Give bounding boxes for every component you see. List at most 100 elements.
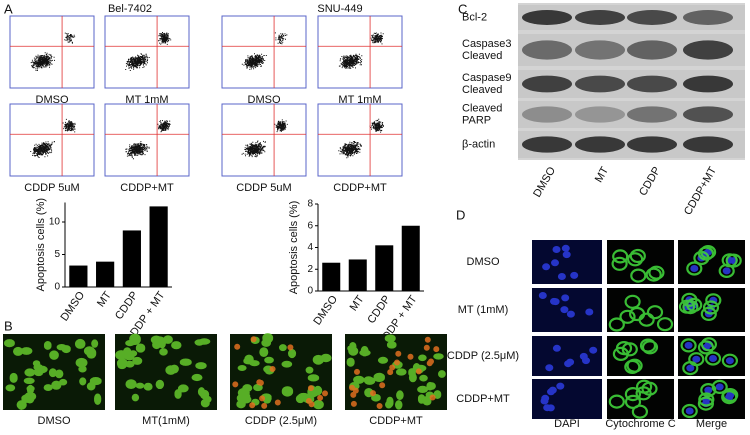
image-label: CDDP+MT xyxy=(369,415,423,427)
flow-plot-frame xyxy=(317,15,403,89)
y-tick-label: 0 xyxy=(307,286,313,297)
cell-nuclei xyxy=(4,338,102,411)
blot-band xyxy=(627,75,677,93)
cytochrome-signal xyxy=(678,292,722,321)
blot-band xyxy=(683,106,733,123)
y-tick-label: 10 xyxy=(49,217,61,228)
blot-band xyxy=(683,10,733,25)
cell-nuclei xyxy=(115,333,212,408)
bar xyxy=(348,259,367,291)
bar xyxy=(149,206,168,287)
y-tick-label: 2 xyxy=(307,264,313,275)
row-label: CDDP+MT xyxy=(456,393,510,405)
panel-letter: D xyxy=(456,207,465,222)
plot-label: MT 1mM xyxy=(338,94,381,106)
column-label: Merge xyxy=(696,418,727,430)
flow-dots xyxy=(338,118,384,159)
plot-label: DMSO xyxy=(248,94,281,106)
panel-letter: C xyxy=(458,1,467,16)
plot-label: CDDP+MT xyxy=(120,182,174,194)
y-axis-label: Apoptosis cells (%) xyxy=(288,201,300,295)
column-label: Cytochrome C xyxy=(605,418,675,430)
blot-band xyxy=(627,136,677,153)
plot-label: CDDP 5uM xyxy=(236,182,291,194)
bar xyxy=(69,265,88,287)
plot-label: MT 1mM xyxy=(125,94,168,106)
flow-plot-frame xyxy=(9,15,95,89)
x-tick-label: MT xyxy=(348,293,367,313)
lane-label: CDDP+MT xyxy=(682,165,719,218)
flow-dots xyxy=(30,32,76,71)
flow-dots xyxy=(338,32,384,69)
protein-label: Bcl-2 xyxy=(462,11,487,23)
y-axis-label: Apoptosis cells (%) xyxy=(35,198,47,292)
bar xyxy=(122,230,141,287)
flow-plot-frame xyxy=(221,103,307,177)
cytochrome-signal xyxy=(686,245,742,278)
blot-band xyxy=(522,40,572,60)
y-tick-label: 6 xyxy=(307,220,313,231)
flow-dots xyxy=(125,32,172,71)
cytochrome-signal xyxy=(608,294,674,332)
panel-letter: B xyxy=(4,318,13,333)
cytochrome-signal xyxy=(680,337,739,376)
blot-band xyxy=(522,10,572,25)
cell-line-label: Bel-7402 xyxy=(108,3,152,15)
image-label: DMSO xyxy=(38,415,71,427)
protein-label: Caspase9 Cleaved xyxy=(462,72,512,96)
x-tick-label: DMSO xyxy=(311,293,340,327)
flow-dots xyxy=(125,120,171,160)
cell-line-label: SNU-449 xyxy=(317,3,362,15)
blot-band xyxy=(522,75,572,93)
flow-dots xyxy=(241,119,288,158)
y-tick-label: 8 xyxy=(307,199,313,210)
blot-band xyxy=(575,75,625,93)
cytochrome-signal xyxy=(608,379,658,419)
x-tick-label: MT xyxy=(95,289,114,309)
image-label: CDDP (2.5μM) xyxy=(245,415,317,427)
cytochrome-signal xyxy=(611,248,665,283)
protein-label: β-actin xyxy=(462,138,495,150)
y-tick-label: 4 xyxy=(307,242,313,253)
x-tick-label: CDDP xyxy=(113,290,141,322)
cytochrome-signal xyxy=(612,338,659,374)
flow-plot-frame xyxy=(221,15,307,89)
blot-band xyxy=(627,40,677,60)
if-image xyxy=(532,336,602,376)
bar xyxy=(322,262,341,291)
dapi-nuclei xyxy=(538,292,594,318)
blot-band xyxy=(575,10,625,25)
flow-dots xyxy=(30,118,76,158)
column-label: DAPI xyxy=(554,418,580,430)
blot-band xyxy=(683,136,733,153)
dapi-nuclei xyxy=(684,340,734,372)
apoptotic-cells xyxy=(349,336,440,410)
lane-label: DMSO xyxy=(531,165,558,200)
image-label: MT(1mM) xyxy=(142,415,190,427)
row-label: DMSO xyxy=(467,256,500,268)
bar xyxy=(375,245,394,291)
plot-label: DMSO xyxy=(36,94,69,106)
cytochrome-signal xyxy=(681,379,739,419)
protein-label: Caspase3 Cleaved xyxy=(462,38,512,62)
flow-dots xyxy=(241,32,288,70)
dapi-nuclei xyxy=(542,244,579,280)
blot-band xyxy=(522,106,572,123)
lane-label: CDDP xyxy=(637,165,663,198)
blot-band xyxy=(627,106,677,123)
y-tick-label: 0 xyxy=(54,282,60,293)
row-label: CDDP (2.5μM) xyxy=(447,350,519,362)
protein-label: Cleaved PARP xyxy=(462,102,502,126)
lane-label: MT xyxy=(593,165,611,185)
flow-plot-frame xyxy=(9,103,95,177)
dapi-nuclei xyxy=(545,344,598,372)
if-image xyxy=(607,288,674,332)
flow-plot-frame xyxy=(104,103,190,177)
y-tick-label: 5 xyxy=(54,249,60,260)
flow-plot-frame xyxy=(104,15,190,89)
blot-band xyxy=(522,136,572,153)
panel-letter: A xyxy=(4,1,13,16)
x-tick-label: DMSO xyxy=(58,289,87,323)
